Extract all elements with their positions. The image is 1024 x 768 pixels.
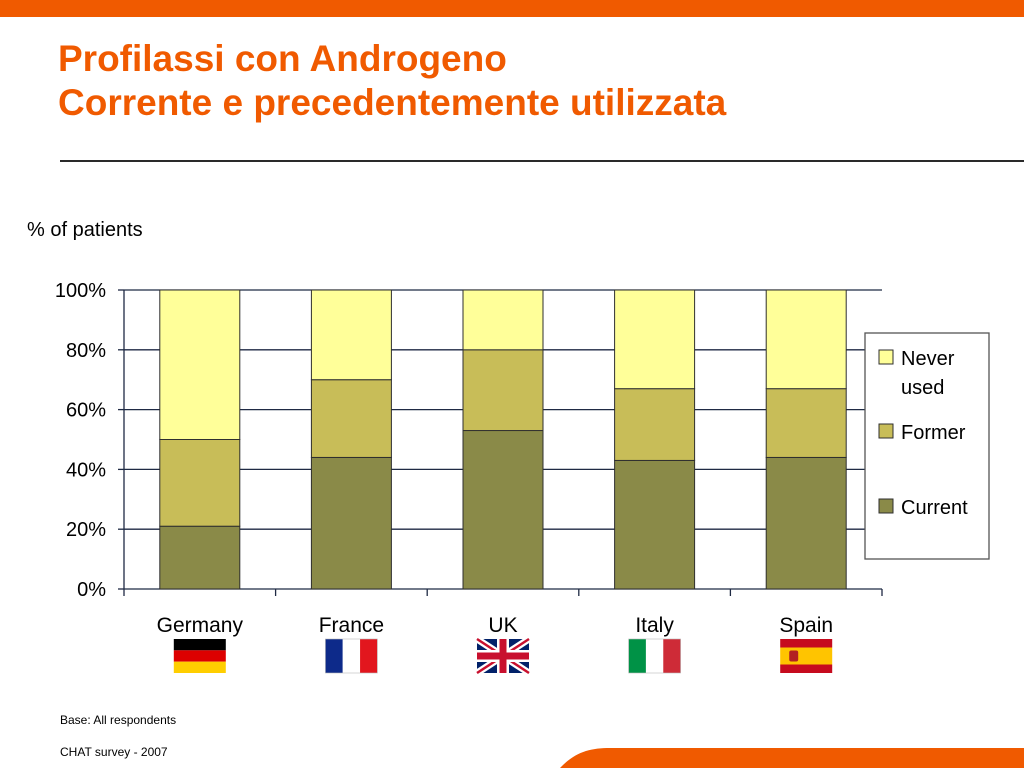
- bar-never-used: [462, 289, 544, 351]
- bar-former: [614, 388, 696, 461]
- bar-never-used: [159, 289, 241, 440]
- top-accent-bar: [0, 0, 1024, 17]
- flag-stripe: [663, 639, 681, 673]
- flag-stripe: [173, 650, 226, 662]
- x-tick-label: UK: [488, 614, 517, 637]
- y-axis-label: % of patients: [27, 219, 143, 241]
- flag-stripe: [342, 639, 361, 673]
- source-note: CHAT survey - 2007: [60, 745, 168, 759]
- bar-current: [614, 459, 696, 590]
- flag-cross-red: [477, 652, 529, 660]
- x-tick-label: France: [319, 614, 384, 637]
- y-tick-label: 0%: [77, 579, 106, 601]
- legend-label: Never used: [901, 348, 955, 399]
- legend-box: [864, 332, 990, 560]
- bar-current: [765, 456, 847, 590]
- y-tick-label: 80%: [66, 340, 106, 362]
- flag-stripe: [780, 664, 833, 673]
- flag-stripe: [360, 639, 378, 673]
- bar-former: [765, 388, 847, 458]
- y-tick-label: 100%: [55, 280, 106, 302]
- flag-stripe: [645, 639, 664, 673]
- legend-swatch: [878, 423, 894, 439]
- y-tick-label: 20%: [66, 519, 106, 541]
- legend-label: Former: [901, 422, 966, 444]
- flag-border: [325, 638, 378, 674]
- base-note: Base: All respondents: [60, 713, 177, 727]
- bar-never-used: [614, 289, 696, 390]
- legend-label: Current: [901, 497, 968, 519]
- flag-germany-icon: [173, 639, 226, 673]
- legend-swatch: [878, 349, 894, 365]
- flag-stripe: [173, 639, 226, 651]
- stacked-bar-chart: 0% 20% 40% 60% 80% 100% Germany France UK Italy Sp…: [55, 280, 990, 676]
- bar-never-used: [765, 289, 847, 390]
- title-line-2: Corrente e precedentemente utilizzata: [58, 82, 727, 123]
- legend-swatch: [878, 498, 894, 514]
- flag-uk-icon: [475, 636, 531, 676]
- flag-spain-icon: [780, 639, 833, 673]
- y-tick-label: 60%: [66, 400, 106, 422]
- flag-stripe: [173, 661, 226, 673]
- x-tick-label: Germany: [157, 614, 244, 637]
- y-tick-label: 40%: [66, 459, 106, 481]
- flag-italy-icon: [628, 638, 681, 674]
- bar-current: [462, 430, 544, 590]
- bar-never-used: [310, 289, 392, 381]
- flag-france-icon: [325, 638, 378, 674]
- x-tick-label: Italy: [635, 614, 674, 637]
- flag-stripe: [325, 639, 343, 673]
- flag-stripe: [628, 639, 646, 673]
- x-tick-label: Spain: [779, 614, 833, 637]
- bar-former: [310, 379, 392, 458]
- title-divider: [60, 160, 1024, 162]
- title-line-1: Profilassi con Androgeno: [58, 38, 507, 79]
- flag-stripe: [780, 639, 833, 648]
- flag-border: [628, 638, 681, 674]
- bar-current: [159, 525, 241, 590]
- bar-current: [310, 456, 392, 590]
- flag-coat-of-arms: [789, 650, 799, 662]
- slide-title: Profilassi con Androgeno Corrente e prec…: [58, 37, 726, 125]
